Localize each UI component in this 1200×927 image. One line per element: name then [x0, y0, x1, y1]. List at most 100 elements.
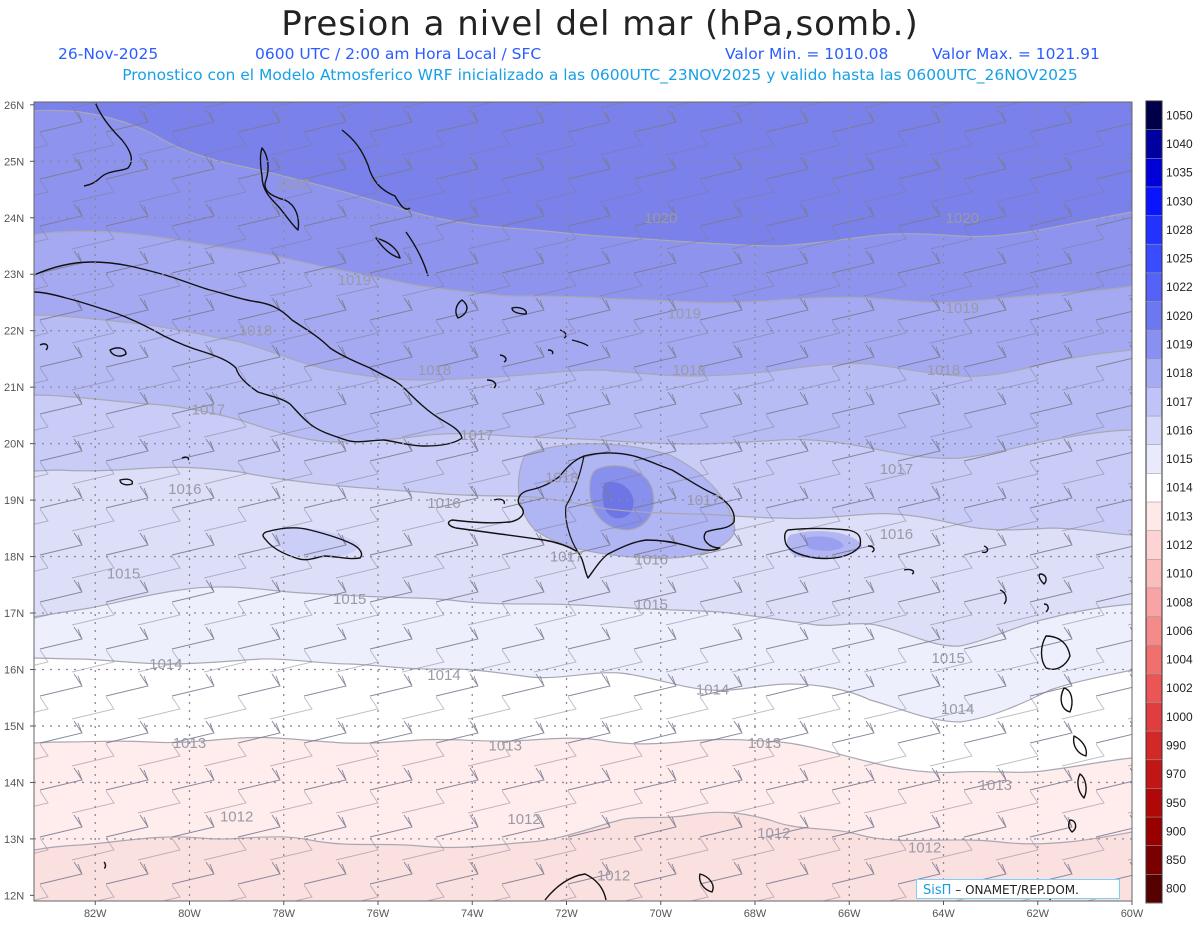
dominica-coast — [1060, 687, 1073, 713]
contour-label: 1016 — [880, 526, 913, 543]
lat-label: 26N — [4, 100, 24, 112]
date-label: 26-Nov-2025 — [58, 45, 159, 63]
colorbar-swatch — [1146, 616, 1162, 646]
colorbar-swatch — [1146, 502, 1162, 532]
map-frame — [33, 101, 1133, 902]
lat-label: 21N — [4, 382, 24, 394]
contour-label: 1014 — [149, 656, 182, 673]
colorbar-label: 1010 — [1166, 567, 1193, 581]
contour-label: 1012 — [908, 839, 941, 856]
contour-label: 1017 — [880, 461, 913, 478]
colorbar-label: 1040 — [1166, 137, 1193, 151]
martinique-coast — [1072, 735, 1088, 757]
colorbar-swatch — [1146, 330, 1162, 360]
lon-label: 74W — [461, 908, 484, 920]
coastlines — [34, 102, 1088, 901]
contour-label: 1015 — [333, 591, 366, 608]
lat-lon-grid — [34, 102, 1132, 901]
colorbar-label: 1025 — [1166, 252, 1193, 266]
time-label: 0600 UTC / 2:00 am Hora Local / SFC — [255, 45, 542, 63]
colorbar-label: 850 — [1166, 853, 1186, 867]
lon-label: 60W — [1121, 908, 1144, 920]
contour-label: 1016 — [427, 495, 460, 512]
lon-label: 78W — [272, 908, 295, 920]
lat-label: 14N — [4, 777, 24, 789]
colorbar-label: 800 — [1166, 882, 1186, 896]
colorbar-swatch — [1146, 559, 1162, 589]
colorbar-label: 970 — [1166, 767, 1186, 781]
contour-label: 1013 — [489, 738, 522, 755]
contour-label: 1018 — [239, 323, 272, 340]
colorbar-swatch — [1146, 358, 1162, 388]
colorbar-swatch — [1146, 645, 1162, 675]
colorbar-swatch — [1146, 186, 1162, 217]
contour-label: 1013 — [748, 735, 781, 752]
colorbar-swatch — [1146, 874, 1162, 904]
colorbar-label: 1012 — [1166, 538, 1193, 552]
colorbar-label: 1015 — [1166, 452, 1193, 466]
colorbar-label: 1028 — [1166, 223, 1193, 237]
lon-label: 62W — [1026, 908, 1049, 920]
contour-label: 1015 — [107, 565, 140, 582]
contour-label: 1013 — [979, 777, 1012, 794]
lat-label: 15N — [4, 721, 24, 733]
colorbar-label: 1002 — [1166, 681, 1193, 695]
lat-label: 13N — [4, 834, 24, 846]
contour-label: 1015 — [932, 650, 965, 667]
contour-label: 1014 — [941, 701, 974, 718]
contour-label: 1015 — [635, 597, 668, 614]
contour-label: 1019 — [946, 300, 979, 317]
lat-label: 16N — [4, 664, 24, 676]
longitude-labels: 82W 80W 78W 76W 74W 72W 70W 68W 66W 64W 62W 60W — [84, 901, 1144, 920]
contour-label: 1016 — [168, 481, 201, 498]
colorbar-swatch — [1146, 444, 1162, 474]
min-value-label: Valor Min. = 1010.08 — [725, 45, 889, 63]
lat-label: 23N — [4, 269, 24, 281]
colorbar-label: 990 — [1166, 738, 1186, 752]
colorbar-label: 1000 — [1166, 710, 1193, 724]
colorbar-label: 1017 — [1166, 395, 1193, 409]
colorbar-label: 1016 — [1166, 423, 1193, 437]
lat-label: 18N — [4, 552, 24, 564]
lat-label: 25N — [4, 156, 24, 168]
colorbar-label: 1018 — [1166, 366, 1193, 380]
contour-label: 1017 — [686, 492, 719, 509]
lon-label: 76W — [367, 908, 390, 920]
jamaica-coast — [262, 527, 363, 561]
lat-label: 22N — [4, 326, 24, 338]
latitude-labels: 26N 25N 24N 23N 22N 21N 20N 19N 18N 17N 16N 15N 14N 1… — [4, 100, 34, 902]
florida-coast — [94, 102, 132, 179]
colorbar-label: 950 — [1166, 796, 1186, 810]
contour-label: 1016 — [635, 551, 668, 568]
colorbar-label: 1019 — [1166, 337, 1193, 351]
colorbar-swatch — [1146, 244, 1162, 274]
colorbar-swatch — [1146, 215, 1162, 245]
contour-label: 1017 — [192, 402, 225, 419]
colorbar-swatch — [1146, 788, 1162, 818]
colorbar-swatch — [1146, 301, 1162, 331]
lat-label: 17N — [4, 608, 24, 620]
lon-label: 64W — [932, 908, 955, 920]
colorbar-label: 1008 — [1166, 595, 1193, 609]
colorbar-swatch — [1146, 272, 1162, 302]
contour-label: 1019 — [338, 272, 371, 289]
contour-label: 1018 — [672, 362, 705, 379]
colorbar-label: 1050 — [1166, 108, 1193, 122]
contour-label: 1017 — [550, 549, 583, 566]
contour-label: 1012 — [507, 811, 540, 828]
colorbar-label: 1020 — [1166, 309, 1193, 323]
map-title: Presion a nivel del mar (hPa,somb.) — [281, 4, 919, 44]
cuba-coast — [34, 261, 463, 447]
forecast-subtitle: Pronostico con el Modelo Atmosferico WRF… — [122, 66, 1078, 84]
colorbar-swatch — [1146, 129, 1162, 159]
colorbar-label: 1004 — [1166, 653, 1193, 667]
contour-label: 1020 — [276, 176, 309, 193]
lon-label: 82W — [84, 908, 107, 920]
lon-label: 72W — [555, 908, 578, 920]
colorbar-swatch — [1146, 473, 1162, 503]
colorbar-swatch — [1146, 530, 1162, 560]
colorbar: 1050 1040 1035 1030 1028 1025 1022 1020 1019 1018… — [1145, 100, 1193, 904]
colorbar-swatch — [1146, 101, 1162, 131]
